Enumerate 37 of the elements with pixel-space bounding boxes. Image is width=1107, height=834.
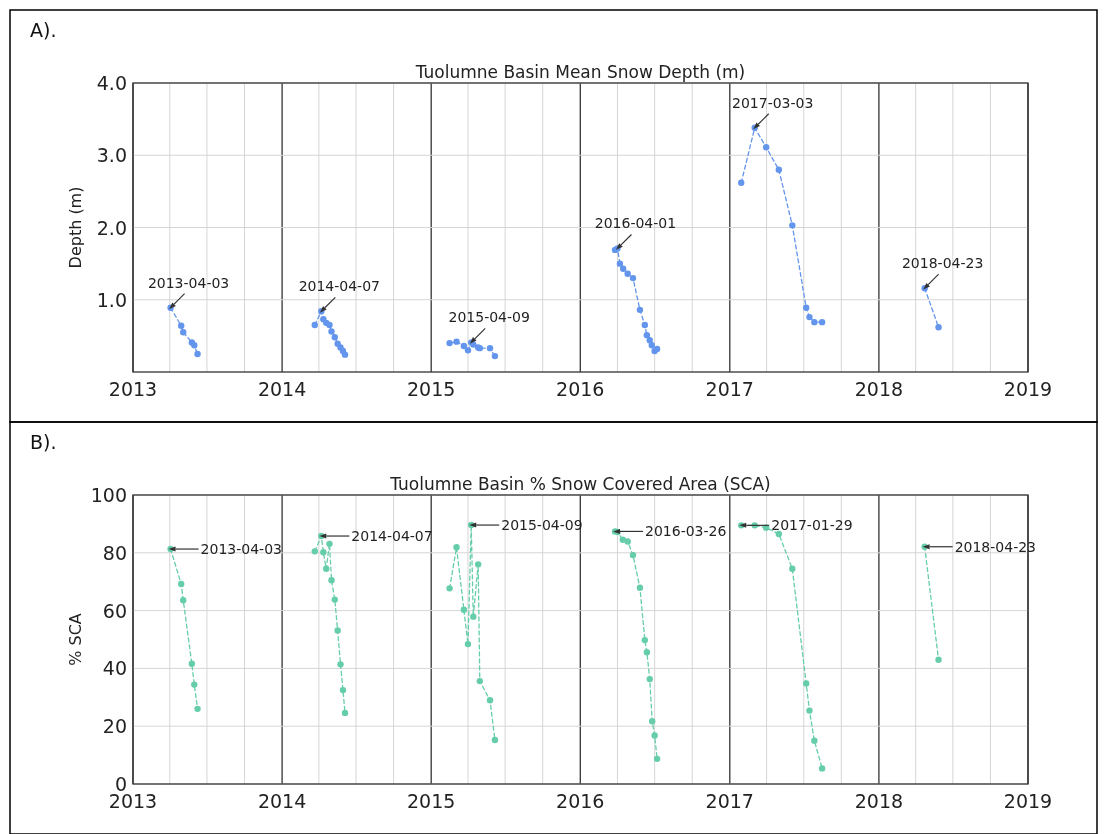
annotation: 2017-01-29: [771, 517, 853, 534]
y-tick-label: 80: [102, 541, 127, 564]
y-axis-title: Depth (m): [66, 186, 85, 269]
annotation: 2013-04-03: [147, 274, 230, 291]
annotation: 2016-03-26: [645, 523, 727, 540]
x-tick-label: 2014: [257, 378, 307, 400]
x-tick-label: 2014: [257, 790, 307, 812]
y-tick-label: 2.0: [96, 216, 127, 239]
y-tick-label: 1.0: [96, 288, 127, 311]
x-tick-label: 2018: [854, 790, 904, 812]
annotation: 2016-04-01: [594, 215, 677, 232]
x-tick-label: 2019: [1003, 378, 1053, 400]
chart-title: Tuolumne Basin Mean Snow Depth (m): [414, 62, 746, 82]
y-tick-label: 60: [102, 599, 127, 622]
x-tick-label: 2015: [407, 378, 456, 400]
x-tick-label: 2016: [556, 790, 605, 812]
y-axis-title: % SCA: [66, 613, 85, 666]
y-tick-label: 40: [102, 657, 127, 680]
annotation: 2013-04-03: [200, 541, 282, 558]
text: B).: [30, 431, 57, 453]
x-tick-label: 2017: [705, 790, 754, 812]
chart-title: Tuolumne Basin % Snow Covered Area (SCA): [389, 474, 771, 494]
annotation: 2017-03-03: [732, 94, 814, 111]
x-tick-label: 2017: [705, 378, 754, 400]
x-tick-label: 2016: [556, 378, 605, 400]
annotation: 2015-04-09: [448, 309, 530, 326]
x-tick-label: 2013: [108, 378, 158, 400]
x-tick-label: 2019: [1003, 790, 1053, 812]
y-tick-label: 20: [102, 715, 127, 738]
text: A).: [30, 19, 57, 41]
x-tick-label: 2015: [407, 790, 456, 812]
y-tick-label: 100: [90, 484, 127, 506]
y-tick-label: 3.0: [96, 144, 127, 167]
annotation: 2018-04-23: [901, 255, 984, 272]
y-tick-label: 4.0: [96, 72, 127, 94]
annotation: 2014-04-07: [298, 278, 380, 295]
x-tick-label: 2018: [854, 378, 904, 400]
